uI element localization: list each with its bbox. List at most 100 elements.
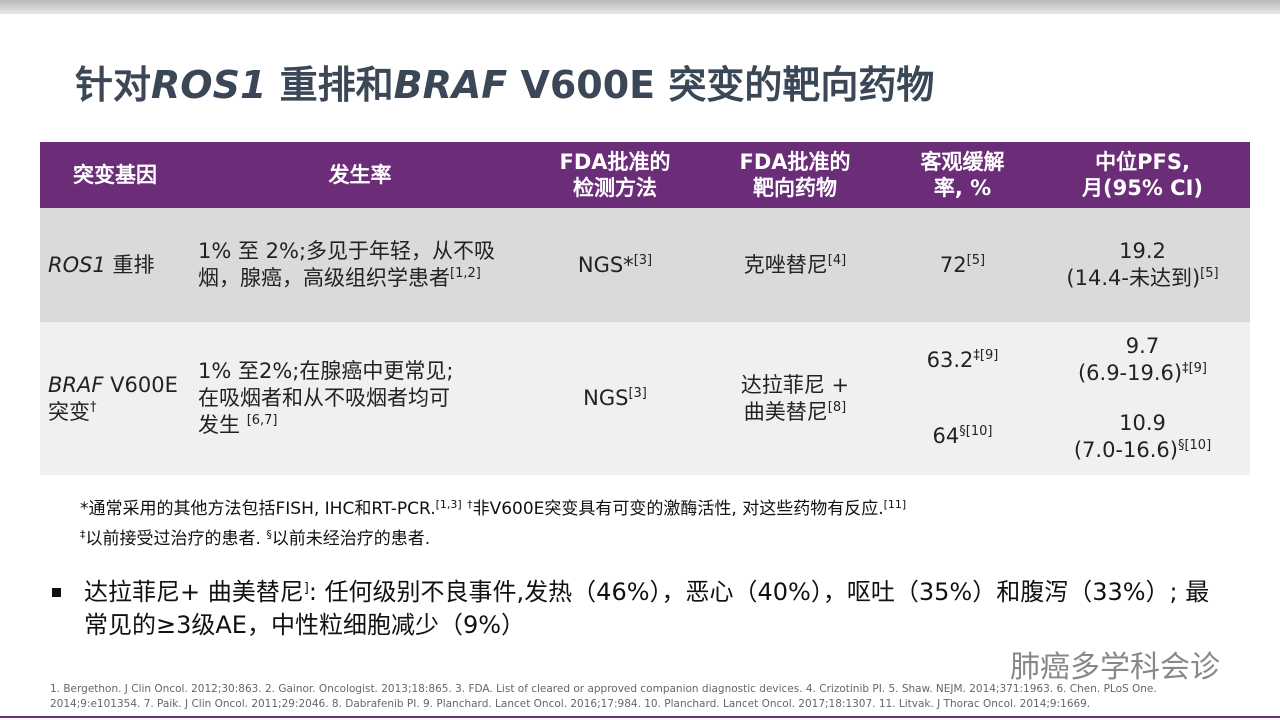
cell-block: 达拉菲尼 + 曲美替尼[8] (708, 372, 882, 426)
cell-content: ROS1 重排 (48, 208, 182, 322)
superscript: §[10] (959, 424, 993, 440)
superscript: [1,2] (450, 266, 481, 281)
superscript: ‡ (80, 528, 86, 541)
text: 克唑替尼 (743, 252, 828, 277)
table-cell: ROS1 重排 (40, 208, 190, 322)
superscript: ‡[9] (973, 347, 999, 363)
cell-content: 72[5] (898, 208, 1027, 322)
top-bar (0, 0, 1280, 14)
column-header: FDA批准的 检测方法 (530, 142, 700, 208)
cell-block: 克唑替尼[4] (708, 252, 882, 279)
table-row: BRAF V600E 突变† 1% 至2%;在腺癌中更常见; 在吸烟者和从不吸烟者… (40, 322, 1250, 475)
cell-content: NGS*[3] (538, 208, 692, 322)
table-cell: NGS[3] (530, 322, 700, 475)
text: 10.9 (7.0-16.6) (1073, 410, 1178, 462)
superscript: † (90, 399, 97, 415)
text: 以前未经治疗的患者. (271, 529, 431, 549)
superscript: §[10] (1177, 437, 1212, 453)
cell-content: NGS[3] (538, 322, 692, 475)
table-cell: 9.7 (6.9-19.6)‡[9] 10.9 (7.0-16.6)§[10] (1035, 322, 1250, 475)
references: 1. Bergethon. J Clin Oncol. 2012;30:863.… (50, 683, 1157, 710)
italic-text: ROS1 (48, 252, 106, 277)
text: 针对 (75, 63, 152, 107)
table-cell: NGS*[3] (530, 208, 700, 322)
table-body: ROS1 重排 1% 至 2%;多见于年轻，从不吸烟，腺癌，高级组织学患者[1,2… (40, 208, 1250, 475)
watermark: 肺癌多学科会诊 (1010, 650, 1220, 685)
cell-content: 1% 至 2%;多见于年轻，从不吸烟，腺癌，高级组织学患者[1,2] (198, 208, 522, 322)
text: 重排 (105, 252, 155, 277)
cell-block: BRAF V600E 突变† (48, 372, 182, 426)
cell-content: 19.2 (14.4-未达到)[5] (1043, 208, 1242, 322)
text: 9.7 (6.9-19.6) (1077, 334, 1183, 386)
superscript: [8] (827, 399, 847, 415)
superscript: [11] (883, 498, 907, 511)
column-header: 突变基因 (40, 142, 190, 208)
cell-block: 72[5] (898, 252, 1027, 279)
text: 63.2 (926, 347, 974, 372)
data-table: 突变基因 发生率 FDA批准的 检测方法 FDA批准的 靶向药物 客观缓解 率, % 中位… (40, 142, 1250, 475)
text: V600E 突变的靶向药物 (507, 63, 935, 107)
footnote-line: *通常采用的其他方法包括FISH, IHC和RT-PCR.[1,3] †非V60… (80, 494, 906, 524)
text: 1% 至 2%;多见于年轻，从不吸烟，腺癌，高级组织学患者 (198, 239, 496, 290)
cell-content: 1% 至2%;在腺癌中更常见; 在吸烟者和从不吸烟者均可 发生 [6,7] (198, 322, 522, 475)
table-cell: 19.2 (14.4-未达到)[5] (1035, 208, 1250, 322)
cell-block: NGS*[3] (538, 252, 692, 279)
slide-title: 针对ROS1 重排和BRAF V600E 突变的靶向药物 (75, 54, 934, 109)
cell-block: ROS1 重排 (48, 252, 182, 279)
superscript: ‡[9] (1182, 361, 1208, 377)
cell-content: BRAF V600E 突变† (48, 322, 182, 475)
text: 19.2 (14.4-未达到) (1066, 239, 1201, 290)
cell-content: 9.7 (6.9-19.6)‡[9] 10.9 (7.0-16.6)§[10] (1043, 322, 1242, 475)
superscript: [5] (966, 252, 986, 268)
superscript: [6,7] (246, 413, 278, 428)
text: 达拉菲尼+ 曲美替尼 (84, 578, 304, 606)
column-header: 客观缓解 率, % (890, 142, 1035, 208)
cell-block: 1% 至 2%;多见于年轻，从不吸烟，腺癌，高级组织学患者[1,2] (198, 238, 522, 292)
table-cell: 克唑替尼[4] (700, 208, 890, 322)
footnote-line: ‡以前接受过治疗的患者. §以前未经治疗的患者. (80, 524, 906, 554)
text: : 任何级别不良事件,发热（46%），恶心（40%），呕吐（35%）和腹泻（33… (84, 578, 1210, 639)
superscript: † (467, 498, 473, 511)
text: 64 (932, 424, 960, 449)
bottom-line (0, 716, 1280, 718)
cell-block: 1% 至2%;在腺癌中更常见; 在吸烟者和从不吸烟者均可 发生 [6,7] (198, 358, 522, 439)
cell-block: 9.7 (6.9-19.6)‡[9] (1043, 333, 1242, 387)
cell-block: NGS[3] (538, 385, 692, 412)
text: NGS (583, 386, 629, 410)
column-header: 发生率 (190, 142, 530, 208)
cell-content: 克唑替尼[4] (708, 208, 882, 322)
table-cell: 72[5] (890, 208, 1035, 322)
text: 72 (939, 252, 967, 277)
bullet-point: 达拉菲尼+ 曲美替尼]: 任何级别不良事件,发热（46%），恶心（40%），呕吐… (50, 576, 1210, 642)
text: 以前接受过治疗的患者. (85, 529, 267, 549)
superscript: [5] (1200, 266, 1219, 281)
cell-block: 63.2‡[9] (898, 347, 1027, 374)
text: NGS* (577, 252, 634, 277)
column-header: FDA批准的 靶向药物 (700, 142, 890, 208)
table-cell: 63.2‡[9] 64§[10] (890, 322, 1035, 475)
table-cell: 1% 至2%;在腺癌中更常见; 在吸烟者和从不吸烟者均可 发生 [6,7] (190, 322, 530, 475)
superscript: [4] (827, 252, 847, 268)
italic-text: ROS1 (151, 63, 267, 107)
table-cell: 达拉菲尼 + 曲美替尼[8] (700, 322, 890, 475)
text: *通常采用的其他方法包括FISH, IHC和RT-PCR. (80, 499, 436, 519)
column-header: 中位PFS, 月(95% CI) (1035, 142, 1250, 208)
text: 非V600E突变具有可变的激酶活性, 对这些药物有反应. (472, 499, 884, 519)
italic-text: BRAF (393, 63, 508, 107)
superscript: [3] (633, 252, 653, 268)
cell-block: 10.9 (7.0-16.6)§[10] (1043, 410, 1242, 464)
cell-content: 达拉菲尼 + 曲美替尼[8] (708, 322, 882, 475)
superscript: ] (303, 581, 309, 596)
superscript: [3] (628, 386, 647, 401)
cell-block: 64§[10] (898, 423, 1027, 450)
text: V600E 突变 (48, 372, 178, 424)
superscript: § (266, 528, 272, 541)
table-cell: BRAF V600E 突变† (40, 322, 190, 475)
table-row: ROS1 重排 1% 至 2%;多见于年轻，从不吸烟，腺癌，高级组织学患者[1,2… (40, 208, 1250, 322)
text: 达拉菲尼 + 曲美替尼 (740, 372, 850, 424)
header-row: 突变基因 发生率 FDA批准的 检测方法 FDA批准的 靶向药物 客观缓解 率, % 中位… (40, 142, 1250, 208)
cell-block: 19.2 (14.4-未达到)[5] (1043, 238, 1242, 292)
table-cell: 1% 至 2%;多见于年轻，从不吸烟，腺癌，高级组织学患者[1,2] (190, 208, 530, 322)
text: 重排和 (266, 63, 394, 107)
